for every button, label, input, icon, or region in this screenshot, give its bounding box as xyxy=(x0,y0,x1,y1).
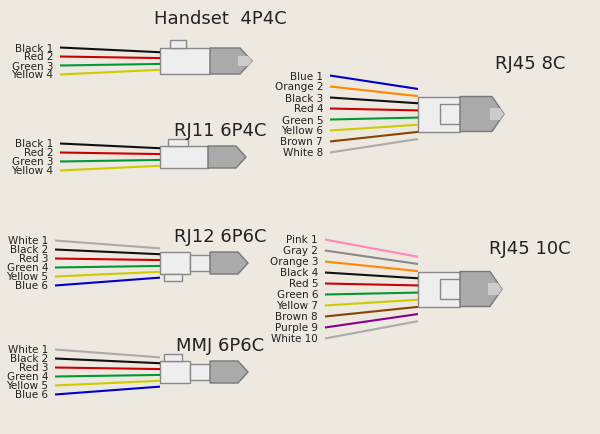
Text: White 10: White 10 xyxy=(271,334,318,344)
Text: Red 3: Red 3 xyxy=(19,363,48,373)
Text: Black 2: Black 2 xyxy=(10,354,48,364)
FancyBboxPatch shape xyxy=(170,41,186,49)
FancyBboxPatch shape xyxy=(440,105,460,125)
FancyBboxPatch shape xyxy=(190,364,210,380)
Text: Brown 8: Brown 8 xyxy=(275,312,318,322)
Text: Yellow 5: Yellow 5 xyxy=(6,272,48,282)
Polygon shape xyxy=(460,97,504,132)
Text: White 8: White 8 xyxy=(283,148,323,158)
Text: Black 3: Black 3 xyxy=(285,93,323,103)
FancyBboxPatch shape xyxy=(418,97,460,132)
Polygon shape xyxy=(460,272,502,307)
Text: Black 2: Black 2 xyxy=(10,245,48,255)
Text: Red 2: Red 2 xyxy=(23,53,53,62)
Text: Yellow 4: Yellow 4 xyxy=(11,166,53,176)
Text: Green 3: Green 3 xyxy=(11,61,53,71)
Text: RJ45 8C: RJ45 8C xyxy=(495,55,565,73)
Text: Green 4: Green 4 xyxy=(7,372,48,381)
Text: White 1: White 1 xyxy=(8,345,48,355)
Text: Yellow 7: Yellow 7 xyxy=(276,301,318,311)
Polygon shape xyxy=(490,109,504,121)
Text: Yellow 6: Yellow 6 xyxy=(281,126,323,136)
Text: Yellow 4: Yellow 4 xyxy=(11,70,53,80)
Text: MMJ 6P6C: MMJ 6P6C xyxy=(176,336,264,354)
Polygon shape xyxy=(210,49,252,75)
FancyBboxPatch shape xyxy=(160,147,208,169)
Text: Red 5: Red 5 xyxy=(289,279,318,289)
FancyBboxPatch shape xyxy=(164,274,182,281)
Text: Blue 1: Blue 1 xyxy=(290,71,323,81)
Text: Orange 3: Orange 3 xyxy=(269,257,318,267)
Polygon shape xyxy=(210,253,248,274)
Text: Pink 1: Pink 1 xyxy=(286,235,318,245)
Text: RJ45 10C: RJ45 10C xyxy=(489,240,571,257)
Text: Black 1: Black 1 xyxy=(15,139,53,149)
FancyBboxPatch shape xyxy=(160,253,190,274)
Text: Yellow 5: Yellow 5 xyxy=(6,381,48,391)
Polygon shape xyxy=(238,57,252,67)
Text: Orange 2: Orange 2 xyxy=(275,82,323,92)
Text: Gray 2: Gray 2 xyxy=(283,246,318,256)
Text: Green 6: Green 6 xyxy=(277,290,318,300)
Text: Green 3: Green 3 xyxy=(11,157,53,167)
Text: Blue 6: Blue 6 xyxy=(15,281,48,291)
FancyBboxPatch shape xyxy=(190,256,210,271)
Text: Purple 9: Purple 9 xyxy=(275,323,318,333)
Text: Green 5: Green 5 xyxy=(281,115,323,125)
Text: Black 1: Black 1 xyxy=(15,43,53,53)
Text: Black 4: Black 4 xyxy=(280,268,318,278)
FancyBboxPatch shape xyxy=(164,354,182,361)
Text: Brown 7: Brown 7 xyxy=(280,137,323,147)
FancyBboxPatch shape xyxy=(418,272,460,307)
FancyBboxPatch shape xyxy=(440,279,460,299)
Text: RJ11 6P4C: RJ11 6P4C xyxy=(174,122,266,140)
FancyBboxPatch shape xyxy=(160,49,210,75)
Text: RJ12 6P6C: RJ12 6P6C xyxy=(174,227,266,246)
Text: Green 4: Green 4 xyxy=(7,263,48,273)
Text: Blue 6: Blue 6 xyxy=(15,390,48,400)
Text: Red 2: Red 2 xyxy=(23,148,53,158)
Polygon shape xyxy=(488,283,502,295)
Text: Red 3: Red 3 xyxy=(19,254,48,264)
FancyBboxPatch shape xyxy=(160,361,190,383)
Text: Red 4: Red 4 xyxy=(293,104,323,114)
Text: Handset  4P4C: Handset 4P4C xyxy=(154,10,286,28)
FancyBboxPatch shape xyxy=(168,140,188,147)
Polygon shape xyxy=(208,147,246,169)
Text: White 1: White 1 xyxy=(8,236,48,246)
Polygon shape xyxy=(210,361,248,383)
